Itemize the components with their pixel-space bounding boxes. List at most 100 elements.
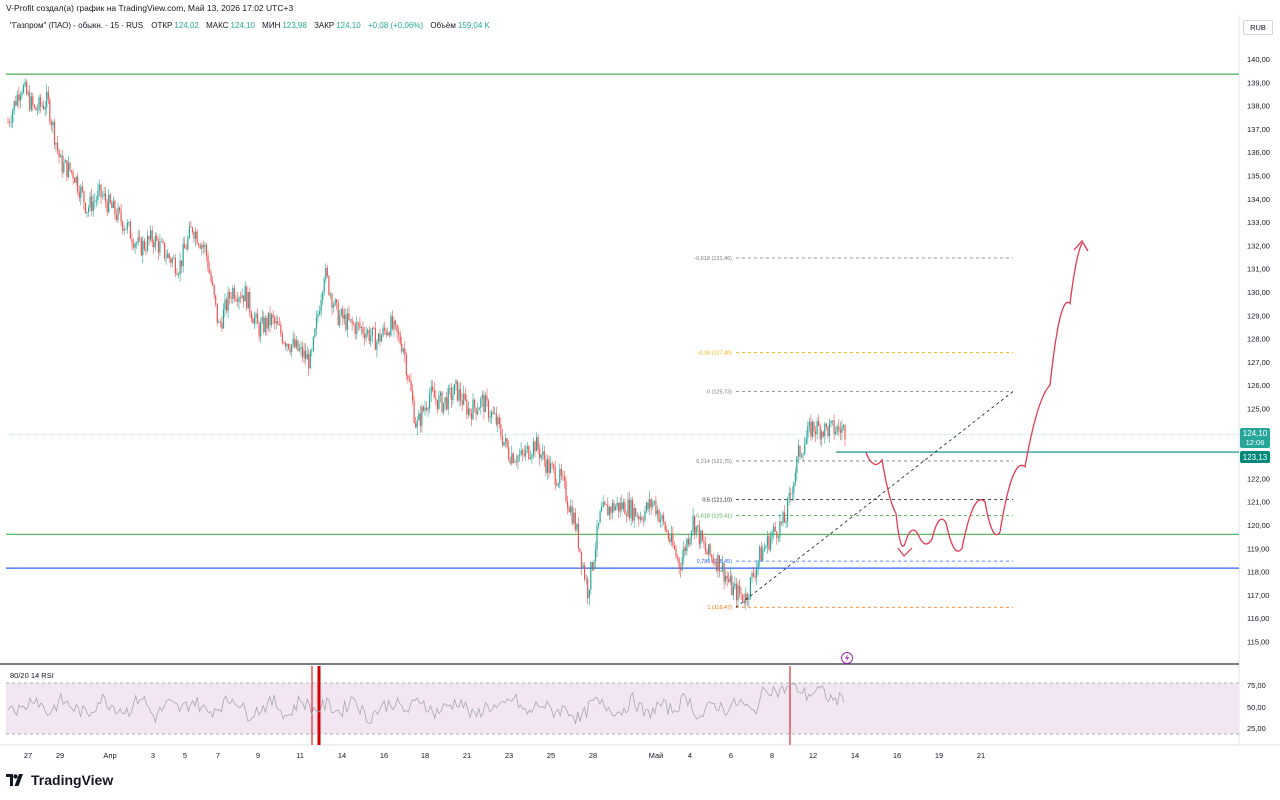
- time-tick-label: 27: [24, 751, 32, 760]
- candle-body: [174, 258, 176, 274]
- time-tick-label: 5: [183, 751, 187, 760]
- candle-body: [644, 510, 646, 521]
- candle-body: [542, 451, 544, 455]
- candle-body: [571, 506, 573, 524]
- horizontal-levels[interactable]: [6, 73, 1239, 569]
- candle-body: [539, 449, 541, 459]
- candle-body: [427, 408, 429, 410]
- candle-body: [715, 563, 717, 571]
- candle-body: [89, 196, 91, 208]
- candle-body: [100, 184, 102, 197]
- annotations[interactable]: [735, 239, 1089, 608]
- candle-body: [64, 160, 66, 163]
- candle-body: [111, 202, 113, 208]
- candle-body: [669, 538, 671, 542]
- candle-body: [523, 453, 525, 456]
- symbol-name[interactable]: "Газпром" (ПАО) - обыкн. · 15 · RUS: [10, 21, 144, 30]
- candle-body: [463, 393, 465, 405]
- price-tick-label: 122,00: [1247, 474, 1270, 483]
- candle-body: [804, 444, 806, 455]
- candle-body: [484, 395, 486, 412]
- fibonacci-levels[interactable]: -0,618 (131,46) -0,18 (127,40) 0 (125,73) 0…: [694, 256, 1013, 611]
- candle-body: [706, 551, 708, 555]
- time-axis[interactable]: 27 29 Апр 3 5 7 9 11 14 16 18 21 23 25 28 Май 4 6 8 12 14 16 1…: [24, 751, 985, 760]
- time-tick-label: 6: [729, 751, 733, 760]
- candle-body: [728, 578, 730, 582]
- chart-author-line: V-Profit создал(а) график на TradingView…: [6, 3, 294, 13]
- candle-body: [303, 350, 305, 358]
- candle-body: [559, 468, 561, 484]
- candle-body: [818, 421, 820, 426]
- candle-body: [678, 558, 680, 568]
- price-tick-label: 117,00: [1247, 591, 1269, 600]
- level-price-badge-bg: [1240, 451, 1270, 463]
- candle-body: [633, 508, 635, 521]
- candle-body: [709, 544, 711, 555]
- last-price-badge: 124,10 12:06: [1240, 428, 1270, 448]
- candle-body: [390, 316, 392, 336]
- candle-body: [337, 302, 339, 325]
- candle-body: [405, 355, 407, 376]
- candle-body: [275, 321, 277, 324]
- candle-body: [381, 335, 383, 342]
- candle-body: [78, 191, 80, 198]
- candle-body: [24, 82, 26, 86]
- candle-body: [382, 327, 384, 336]
- candle-body: [687, 539, 689, 545]
- candle-body: [103, 193, 105, 196]
- candle-body: [731, 576, 733, 595]
- candle-body: [134, 243, 136, 248]
- candle-body: [353, 323, 355, 325]
- candle-body: [805, 438, 807, 445]
- candle-body: [526, 446, 528, 450]
- tradingview-logo-icon: [6, 774, 23, 786]
- candle-body: [701, 530, 703, 541]
- candle-body: [684, 547, 686, 551]
- candle-body: [260, 322, 262, 337]
- candle-body: [745, 593, 747, 604]
- candle-body: [243, 295, 245, 302]
- candle-body: [346, 313, 349, 330]
- rsi-pane[interactable]: 80/20 14 RSI 75,00 50,00 25,00: [6, 666, 1266, 745]
- price-tick-label: 133,00: [1247, 218, 1270, 227]
- candle-body: [692, 516, 694, 532]
- candle-body: [101, 195, 104, 197]
- candle-body: [253, 317, 256, 324]
- candle-body: [816, 421, 818, 435]
- lightning-alert-icon[interactable]: [841, 652, 853, 664]
- candle-body: [545, 460, 547, 473]
- tradingview-footer[interactable]: TradingView: [6, 772, 113, 788]
- time-tick-label: 21: [977, 751, 985, 760]
- candle-body: [408, 379, 411, 381]
- candle-body: [574, 512, 576, 530]
- candle-body: [477, 410, 479, 415]
- candle-body: [443, 402, 445, 413]
- candle-body: [162, 241, 164, 243]
- candle-body: [652, 502, 654, 507]
- candle-body: [422, 406, 424, 411]
- price-chart[interactable]: 140,00 139,00 138,00 137,00 136,00 135,00 134,…: [0, 0, 1280, 770]
- candle-body: [598, 522, 600, 526]
- candle-body: [204, 245, 206, 247]
- candle-body: [653, 501, 655, 503]
- candle-body: [148, 236, 150, 240]
- candle-body: [55, 142, 57, 145]
- candle-body: [91, 196, 93, 212]
- candle-body: [718, 555, 720, 572]
- candle-body: [226, 299, 228, 311]
- candle-body: [363, 333, 366, 339]
- candle-body: [732, 586, 734, 596]
- forecast-arrow-path: [865, 242, 1083, 552]
- currency-label[interactable]: RUB: [1243, 20, 1273, 35]
- candle-body: [543, 451, 545, 461]
- price-axis[interactable]: 140,00 139,00 138,00 137,00 136,00 135,00 134,…: [1247, 55, 1270, 647]
- last-price-badge-bg: [1240, 428, 1270, 448]
- candle-body: [497, 417, 499, 425]
- price-tick-label: 137,00: [1247, 125, 1270, 134]
- candle-body: [584, 565, 586, 580]
- candle-body: [593, 561, 595, 570]
- candle-body: [257, 313, 259, 324]
- low-value: 123,98: [282, 21, 307, 30]
- candle-body: [115, 214, 118, 220]
- candle-body: [351, 319, 353, 324]
